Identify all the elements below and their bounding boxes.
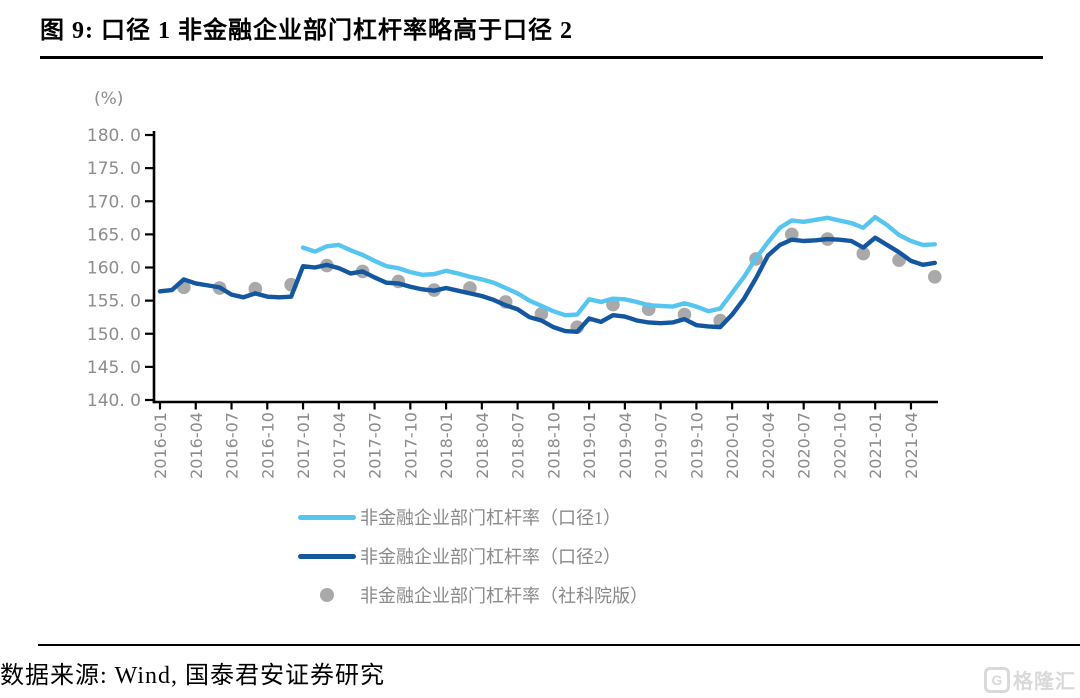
svg-text:155. 0: 155. 0 (87, 292, 141, 312)
footer-divider (38, 644, 1080, 646)
svg-text:2016-04: 2016-04 (187, 412, 206, 479)
svg-text:2019-10: 2019-10 (687, 412, 706, 479)
svg-text:2020-07: 2020-07 (795, 412, 814, 479)
svg-text:2018-07: 2018-07 (509, 412, 528, 479)
svg-text:2017-10: 2017-10 (401, 412, 420, 479)
svg-text:2020-01: 2020-01 (723, 412, 742, 479)
svg-text:2021-04: 2021-04 (902, 412, 921, 479)
svg-text:2021-01: 2021-01 (866, 412, 885, 479)
caliber2-line-swatch-icon (298, 553, 356, 559)
svg-text:2018-04: 2018-04 (473, 412, 492, 479)
svg-text:2020-10: 2020-10 (830, 412, 849, 479)
legend-item-caliber1: 非金融企业部门杠杆率（口径1） (298, 504, 648, 530)
svg-text:175. 0: 175. 0 (87, 159, 141, 179)
svg-text:170. 0: 170. 0 (87, 192, 141, 212)
legend-label-caliber2: 非金融企业部门杠杆率（口径2） (360, 547, 621, 567)
svg-text:2017-07: 2017-07 (366, 412, 385, 479)
svg-text:150. 0: 150. 0 (87, 325, 141, 345)
svg-text:145. 0: 145. 0 (87, 358, 141, 378)
svg-text:165. 0: 165. 0 (87, 225, 141, 245)
svg-text:2016-07: 2016-07 (223, 412, 242, 479)
gelonghui-logo-icon: G (984, 666, 1010, 693)
svg-text:2020-04: 2020-04 (759, 412, 778, 479)
cass-dot-swatch-icon (298, 588, 356, 602)
title-divider (40, 56, 1043, 59)
svg-text:(%): (%) (94, 89, 123, 109)
figure-title: 图 9: 口径 1 非金融企业部门杠杆率略高于口径 2 (40, 18, 573, 44)
gelonghui-watermark-text: 格隆汇 (1013, 671, 1076, 693)
svg-text:2017-01: 2017-01 (294, 412, 313, 479)
svg-text:2019-01: 2019-01 (580, 412, 599, 479)
leverage-ratio-chart: 180. 0 175. 0 170. 0 165. 0 160. 0 155. 0 150.… (87, 89, 942, 479)
legend-item-caliber2: 非金融企业部门杠杆率（口径2） (298, 543, 648, 569)
legend-item-cass: 非金融企业部门杠杆率（社科院版） (298, 582, 648, 608)
svg-text:2019-04: 2019-04 (616, 412, 635, 479)
svg-text:160. 0: 160. 0 (87, 259, 141, 279)
svg-text:2016-01: 2016-01 (151, 412, 170, 479)
data-source-text: 数据来源: Wind, 国泰君安证券研究 (0, 663, 386, 689)
svg-text:2016-10: 2016-10 (258, 412, 277, 479)
chart-legend: 非金融企业部门杠杆率（口径1） 非金融企业部门杠杆率（口径2） 非金融企业部门杠… (298, 504, 648, 621)
caliber1-line-swatch-icon (298, 514, 356, 520)
legend-label-cass: 非金融企业部门杠杆率（社科院版） (360, 586, 648, 606)
svg-text:2019-07: 2019-07 (652, 412, 671, 479)
legend-label-caliber1: 非金融企业部门杠杆率（口径1） (360, 508, 621, 528)
svg-text:2018-01: 2018-01 (437, 412, 456, 479)
svg-text:140. 0: 140. 0 (87, 391, 141, 411)
svg-text:2017-04: 2017-04 (330, 412, 349, 479)
svg-text:180. 0: 180. 0 (87, 126, 141, 146)
gelonghui-watermark: G 格隆汇 (984, 665, 1076, 694)
svg-text:2018-10: 2018-10 (544, 412, 563, 479)
